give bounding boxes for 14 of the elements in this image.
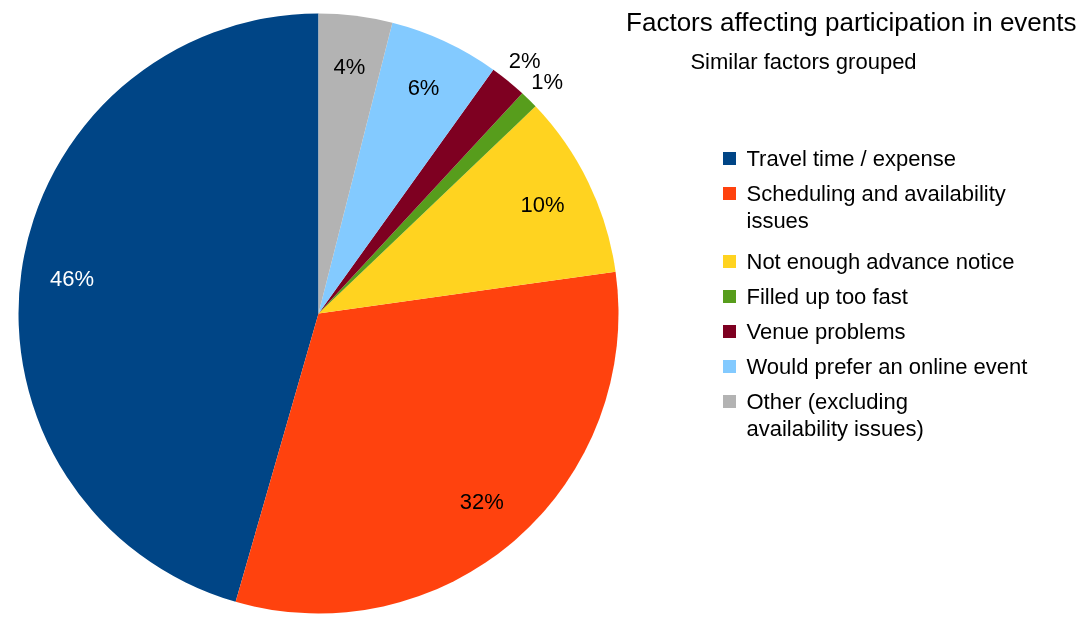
legend-label: Venue problems	[746, 318, 906, 344]
legend-label: Travel time / expense	[746, 145, 956, 171]
data-label: 6%	[407, 75, 440, 101]
legend-label: Would prefer an online event	[746, 353, 1028, 379]
data-label: 10%	[520, 192, 565, 218]
data-label: 46%	[49, 266, 94, 292]
legend-label: Not enough advance notice	[746, 248, 1015, 274]
data-label: 32%	[459, 488, 504, 514]
data-label: 4%	[333, 53, 366, 79]
legend-label: Scheduling and availability issues	[746, 180, 1006, 233]
text: Similar factors grouped	[690, 48, 917, 74]
legend-label: Filled up too fast	[746, 283, 908, 309]
chart-title: Factors affecting participation in events	[626, 6, 1077, 37]
legend-label: Other (excluding availability issues)	[746, 388, 924, 441]
